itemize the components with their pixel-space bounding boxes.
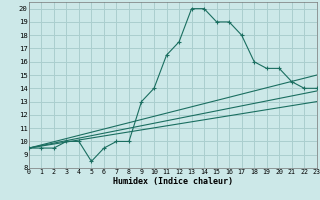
X-axis label: Humidex (Indice chaleur): Humidex (Indice chaleur) <box>113 177 233 186</box>
